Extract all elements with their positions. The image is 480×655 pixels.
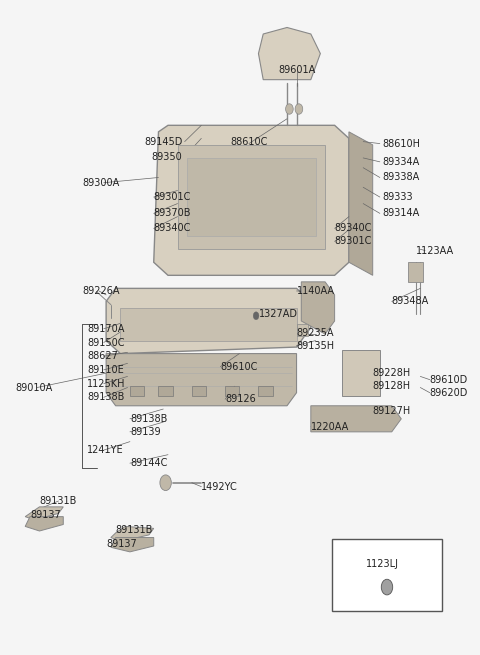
Text: 89300A: 89300A — [82, 178, 120, 188]
Text: 1241YE: 1241YE — [87, 445, 124, 455]
Polygon shape — [106, 288, 311, 354]
Polygon shape — [178, 145, 325, 250]
Text: 89601A: 89601A — [278, 65, 315, 75]
Polygon shape — [111, 527, 154, 542]
Text: 89128H: 89128H — [372, 381, 411, 391]
Circle shape — [295, 103, 303, 114]
Text: 89126: 89126 — [225, 394, 256, 404]
Polygon shape — [106, 354, 297, 405]
Text: 89170A: 89170A — [87, 324, 124, 334]
Circle shape — [381, 579, 393, 595]
Text: 89135H: 89135H — [297, 341, 335, 351]
Text: 89138B: 89138B — [87, 392, 124, 402]
Text: 89235A: 89235A — [297, 328, 334, 338]
Text: 89226A: 89226A — [82, 286, 120, 296]
Text: 88627: 88627 — [87, 351, 118, 361]
Polygon shape — [25, 517, 63, 531]
Circle shape — [253, 312, 259, 320]
Polygon shape — [258, 28, 320, 80]
Text: 89333: 89333 — [382, 192, 413, 202]
Text: 89350: 89350 — [152, 151, 182, 162]
Text: 89131B: 89131B — [116, 525, 153, 534]
Text: 89010A: 89010A — [16, 383, 53, 392]
Text: 89370B: 89370B — [154, 208, 191, 218]
Text: 89314A: 89314A — [382, 208, 420, 218]
Polygon shape — [154, 125, 349, 275]
Text: 89110E: 89110E — [87, 365, 124, 375]
Text: 88610H: 88610H — [382, 139, 420, 149]
Text: 89137: 89137 — [30, 510, 60, 520]
Text: 89301C: 89301C — [335, 236, 372, 246]
Polygon shape — [187, 158, 315, 236]
Text: 89131B: 89131B — [39, 496, 77, 506]
Polygon shape — [111, 538, 154, 552]
Text: 89137: 89137 — [106, 539, 137, 549]
Text: 89334A: 89334A — [382, 157, 420, 167]
Circle shape — [160, 475, 171, 491]
Text: 89338A: 89338A — [382, 172, 420, 183]
Text: 89139: 89139 — [130, 427, 160, 437]
Text: 1220AA: 1220AA — [311, 422, 349, 432]
Bar — [130, 386, 144, 396]
Text: 89228H: 89228H — [372, 368, 411, 378]
Polygon shape — [301, 282, 335, 334]
Bar — [297, 324, 309, 336]
Text: 1125KH: 1125KH — [87, 379, 126, 388]
Bar — [192, 386, 206, 396]
Polygon shape — [25, 507, 63, 520]
Text: 89150C: 89150C — [87, 337, 125, 348]
Text: 89620D: 89620D — [430, 388, 468, 398]
Polygon shape — [349, 132, 372, 275]
Bar — [225, 386, 240, 396]
Bar — [408, 262, 423, 282]
Circle shape — [286, 103, 293, 114]
Text: 89144C: 89144C — [130, 458, 168, 468]
Bar — [158, 386, 173, 396]
Text: 89138B: 89138B — [130, 414, 168, 424]
FancyBboxPatch shape — [332, 540, 442, 611]
Text: 89145D: 89145D — [144, 137, 182, 147]
Text: 1327AD: 1327AD — [258, 309, 298, 320]
Text: 89127H: 89127H — [372, 406, 411, 416]
Text: 88610C: 88610C — [230, 137, 268, 147]
Text: 89340C: 89340C — [154, 223, 191, 233]
Text: 1123AA: 1123AA — [416, 246, 454, 255]
Polygon shape — [120, 308, 297, 341]
Text: 89610C: 89610C — [220, 362, 258, 371]
Text: 1123LJ: 1123LJ — [366, 559, 399, 569]
Text: 89301C: 89301C — [154, 192, 191, 202]
Text: 1140AA: 1140AA — [297, 286, 335, 296]
Text: 89610D: 89610D — [430, 375, 468, 384]
Text: 1492YC: 1492YC — [201, 481, 238, 492]
Bar — [258, 386, 273, 396]
Polygon shape — [311, 405, 401, 432]
Text: 89340C: 89340C — [335, 223, 372, 233]
Text: 89348A: 89348A — [392, 297, 429, 307]
FancyBboxPatch shape — [342, 350, 380, 396]
